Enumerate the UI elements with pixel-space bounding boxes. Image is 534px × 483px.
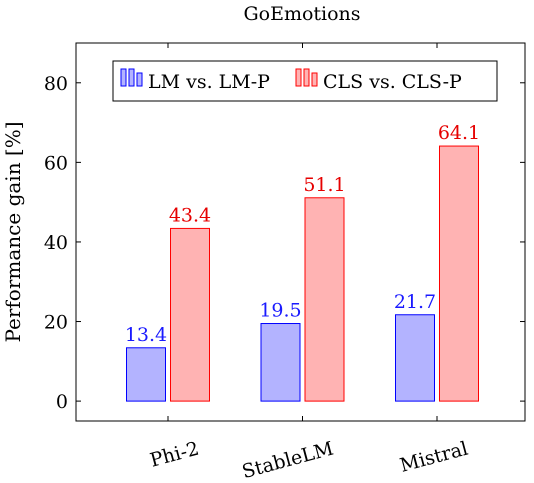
bar-value-label: 51.1 [303, 174, 345, 196]
data-labels-group: 13.4 19.5 21.7 43.4 51.1 64.1 [125, 122, 480, 346]
x-tick-label: Phi-2 [148, 438, 202, 472]
bar-value-label: 64.1 [438, 122, 480, 144]
bar-lm-phi-2 [126, 347, 166, 402]
bar-cls-stablelm [304, 197, 345, 402]
legend: LM vs. LM-P CLS vs. CLS-P [112, 60, 498, 102]
bar-value-label: 19.5 [259, 300, 301, 322]
bar-cls-phi-2 [170, 227, 210, 402]
bars-group [126, 145, 479, 402]
legend-label-lm: LM vs. LM-P [148, 71, 270, 93]
y-tick-label: 80 [44, 73, 68, 95]
legend-swatch-cls [295, 68, 318, 87]
legend-label-cls: CLS vs. CLS-P [323, 71, 462, 93]
x-tick-label: StableLM [240, 438, 336, 478]
y-tick-label: 0 [56, 391, 68, 413]
y-tick-label: 60 [44, 152, 68, 174]
bar-value-label: 21.7 [394, 291, 436, 313]
y-tick-label: 20 [44, 312, 68, 334]
y-axis-label: Performance gain [%] [1, 121, 25, 342]
x-tick-label: Mistral [398, 438, 471, 477]
y-tick-label: 40 [44, 232, 68, 254]
y-axis-ticks: 0 20 40 60 80 [44, 73, 525, 413]
chart-title: GoEmotions [243, 3, 360, 25]
plot-area-frame [75, 42, 526, 422]
bar-value-label: 43.4 [169, 204, 211, 226]
bar-cls-mistral [439, 145, 479, 402]
bar-value-label: 13.4 [125, 324, 167, 346]
bar-lm-mistral [395, 314, 435, 402]
bar-lm-stablelm [260, 323, 301, 402]
legend-swatch-lm [120, 68, 143, 87]
